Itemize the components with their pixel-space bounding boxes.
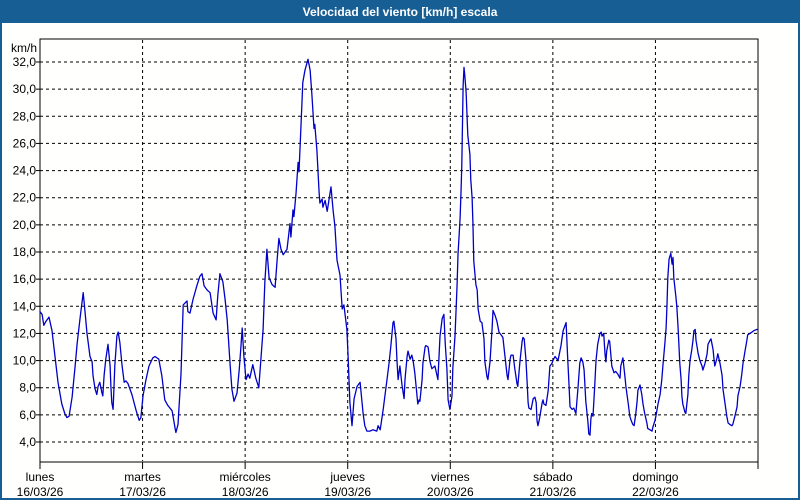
y-tick-label: 18,0 [13, 245, 37, 259]
x-day-label: lunes [26, 470, 55, 484]
y-tick-label: 22,0 [13, 191, 37, 205]
y-tick-label: 20,0 [13, 218, 37, 232]
y-axis-unit-label: km/h [11, 41, 37, 55]
x-date-label: 18/03/26 [222, 485, 269, 499]
x-day-label: jueves [329, 470, 365, 484]
x-date-label: 19/03/26 [324, 485, 371, 499]
y-tick-label: 12,0 [13, 326, 37, 340]
y-tick-label: 10,0 [13, 354, 37, 368]
title-bar: Velocidad del viento [km/h] escala [0, 0, 800, 23]
x-day-label: domingo [632, 470, 678, 484]
plot-area [39, 38, 759, 463]
x-day-label: miércoles [219, 470, 270, 484]
x-date-label: 17/03/26 [119, 485, 166, 499]
wind-speed-line [39, 58, 758, 436]
x-date-label: 21/03/26 [529, 485, 576, 499]
y-tick-label: 24,0 [13, 164, 37, 178]
x-date-label: 22/03/26 [632, 485, 679, 499]
y-tick-label: 6,0 [19, 408, 36, 422]
x-day-label: sábado [533, 470, 573, 484]
x-day-label: viernes [431, 470, 470, 484]
y-tick-label: 8,0 [19, 381, 36, 395]
y-tick-label: 4,0 [19, 435, 36, 449]
y-tick-label: 26,0 [13, 136, 37, 150]
y-tick-label: 30,0 [13, 82, 37, 96]
y-tick-label: 32,0 [13, 55, 37, 69]
x-date-label: 20/03/26 [427, 485, 474, 499]
chart-title: Velocidad del viento [km/h] escala [302, 4, 498, 19]
y-tick-label: 28,0 [13, 109, 37, 123]
y-tick-label: 14,0 [13, 299, 37, 313]
x-date-label: 16/03/26 [17, 485, 64, 499]
x-day-label: martes [124, 470, 161, 484]
y-tick-label: 16,0 [13, 272, 37, 286]
